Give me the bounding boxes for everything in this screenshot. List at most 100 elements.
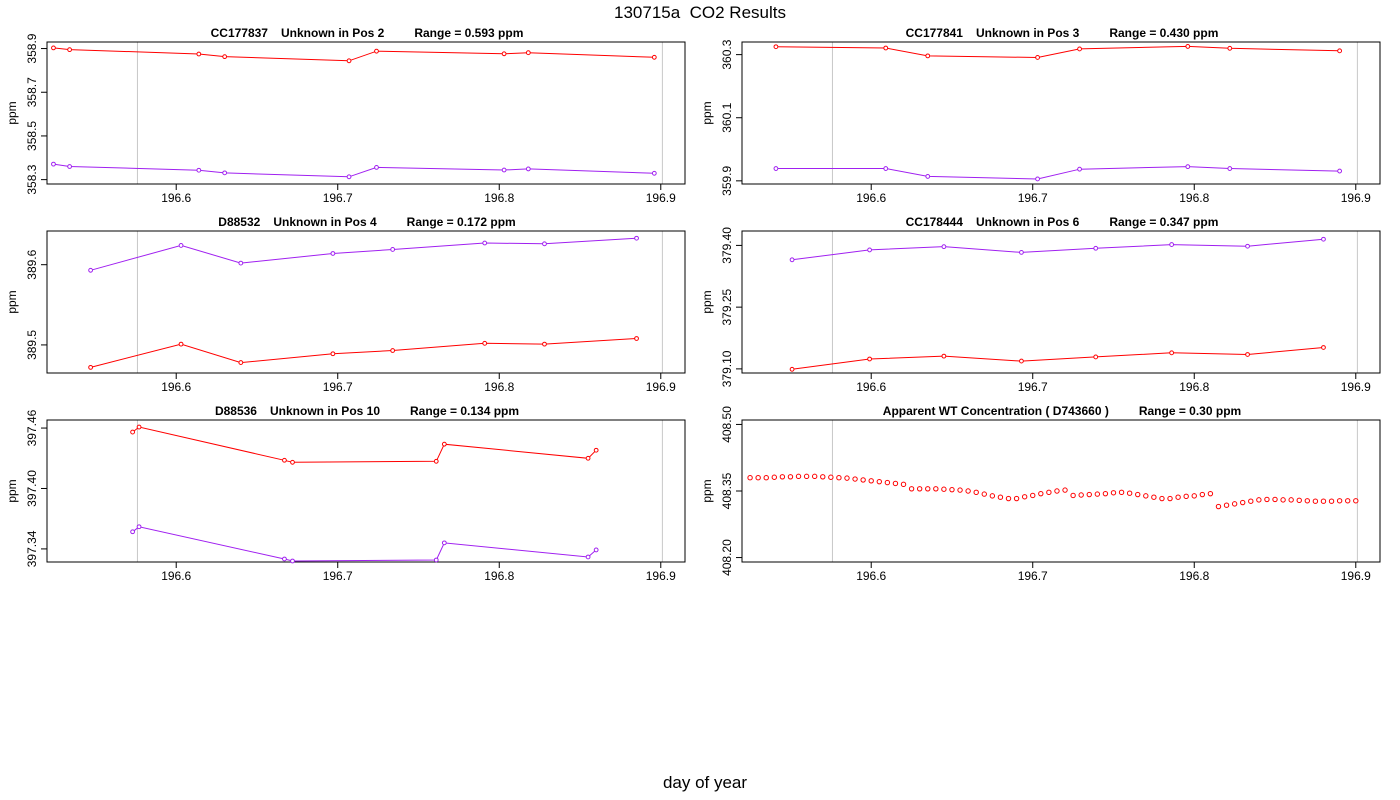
data-point: [789, 366, 795, 372]
data-point: [196, 51, 202, 57]
x-tick-label: 196.8: [1179, 191, 1209, 205]
range-text: Range = 0.593 ppm: [414, 26, 523, 40]
data-point: [965, 488, 971, 494]
data-point: [88, 267, 94, 273]
data-point: [836, 474, 842, 481]
y-tick-label: 379.25: [720, 288, 734, 325]
y-tick-label: 359.9: [720, 166, 734, 196]
data-point: [1013, 495, 1020, 502]
data-point: [908, 486, 915, 492]
x-tick-label: 196.6: [161, 380, 191, 394]
data-point: [755, 474, 761, 481]
data-point: [330, 351, 336, 357]
data-point: [868, 478, 874, 484]
data-point: [1077, 166, 1082, 172]
data-point: [1248, 498, 1254, 504]
plot-frame: [741, 230, 1381, 374]
data-point: [773, 166, 779, 171]
data-point: [1077, 46, 1082, 52]
data-point: [884, 479, 891, 486]
data-point: [773, 44, 779, 50]
data-point: [1191, 493, 1197, 499]
data-point: [501, 51, 507, 57]
panel-6: 196.6 196.7 196.8 196.9 408.20 408.35 408.50 pp…: [700, 404, 1381, 583]
data-point: [1035, 176, 1040, 182]
data-point: [1169, 242, 1175, 247]
panel-title: CC177841 Unknown in Pos 3 Range = 0.430 pp…: [906, 26, 1219, 40]
data-point: [1223, 502, 1230, 508]
data-point: [1264, 496, 1270, 503]
y-tick-label: 389.6: [25, 249, 39, 279]
data-point: [51, 45, 56, 51]
data-point: [1312, 498, 1319, 504]
data-point: [130, 529, 136, 535]
y-tick-label: 358.9: [25, 33, 39, 63]
range-text: Range = 0.30 ppm: [1139, 404, 1241, 418]
data-point: [222, 170, 228, 176]
series-line-lower: [775, 166, 1340, 180]
data-point: [828, 474, 834, 480]
series-line-upper: [53, 47, 655, 62]
y-tick-label: 358.3: [25, 164, 39, 194]
data-point: [892, 480, 899, 487]
data-point: [883, 166, 889, 171]
data-point: [222, 54, 228, 60]
y-axis-label: ppm: [700, 101, 714, 124]
data-point: [525, 50, 531, 56]
data-point: [997, 494, 1004, 500]
data-point: [585, 455, 591, 461]
data-point: [1175, 494, 1181, 500]
data-point: [238, 360, 244, 365]
x-tick-label: 196.8: [484, 380, 514, 394]
data-point: [844, 475, 850, 481]
data-point: [330, 251, 336, 256]
y-tick-label: 358.7: [25, 77, 39, 107]
x-tick-label: 196.8: [484, 569, 514, 583]
data-point: [1126, 490, 1133, 496]
data-point: [67, 164, 73, 169]
data-point: [542, 341, 547, 347]
data-point: [803, 473, 810, 480]
x-tick-label: 196.6: [161, 191, 191, 205]
data-point: [1118, 489, 1125, 496]
data-point: [585, 554, 591, 560]
data-point: [1070, 492, 1076, 499]
data-point: [290, 558, 295, 564]
data-point: [1093, 245, 1099, 251]
sample-id: CC178444: [906, 215, 964, 229]
data-point: [51, 161, 56, 167]
data-point: [1054, 488, 1060, 494]
y-axis-label: ppm: [700, 290, 714, 313]
data-point: [1035, 55, 1040, 60]
data-point: [1062, 487, 1068, 493]
plot-frame: [46, 230, 686, 374]
wt-title: Apparent WT Concentration ( D743660 ): [883, 404, 1109, 418]
sample-description: Unknown in Pos 10: [270, 404, 380, 418]
data-point: [1169, 350, 1175, 356]
data-point: [1215, 503, 1222, 510]
data-point: [1245, 352, 1250, 357]
data-point: [1321, 236, 1326, 242]
sample-id: CC177841: [906, 26, 964, 40]
x-tick-label: 196.7: [1018, 191, 1048, 205]
x-tick-label: 196.8: [484, 191, 514, 205]
series-line-upper: [775, 45, 1340, 59]
data-point: [136, 424, 142, 430]
x-tick-label: 196.9: [646, 380, 676, 394]
data-point: [178, 341, 184, 347]
y-axis-label: ppm: [5, 101, 19, 124]
x-tick-label: 196.6: [856, 191, 886, 205]
sample-description: Unknown in Pos 6: [976, 215, 1080, 229]
panel-title: CC177837 Unknown in Pos 2 Range = 0.593 pp…: [211, 26, 524, 40]
y-tick-label: 389.5: [25, 330, 39, 360]
data-point: [482, 340, 488, 346]
panel-5: 196.6 196.7 196.8 196.9 397.34 397.40 397.46 pp…: [5, 404, 686, 583]
data-point: [634, 336, 639, 341]
data-point: [860, 477, 866, 483]
data-point: [1328, 498, 1335, 504]
x-tick-label: 196.7: [1018, 569, 1048, 583]
data-point: [525, 166, 531, 172]
data-point: [973, 489, 979, 496]
sample-description: Unknown in Pos 2: [281, 26, 385, 40]
data-point: [811, 473, 818, 480]
